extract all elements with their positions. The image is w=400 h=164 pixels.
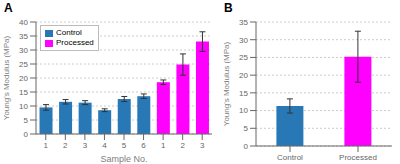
svg-text:Processed: Processed (339, 153, 377, 162)
svg-text:2: 2 (180, 141, 185, 150)
svg-text:25: 25 (239, 53, 248, 62)
svg-text:3: 3 (200, 141, 205, 150)
svg-text:Young's Modulus (MPa): Young's Modulus (MPa) (8, 35, 11, 120)
svg-text:5: 5 (122, 141, 127, 150)
svg-text:20: 20 (239, 71, 248, 80)
svg-text:1: 1 (44, 141, 49, 150)
html-text:B: B (224, 1, 233, 15)
svg-text:25: 25 (19, 60, 28, 69)
svg-text:0: 0 (24, 130, 29, 139)
svg-text:10: 10 (19, 102, 28, 111)
svg-text:35: 35 (239, 18, 248, 27)
svg-text:5: 5 (24, 116, 29, 125)
svg-text:20: 20 (19, 74, 28, 83)
svg-text:15: 15 (239, 89, 248, 98)
svg-text:1: 1 (161, 141, 166, 150)
svg-text:5: 5 (244, 124, 249, 133)
svg-text:30: 30 (239, 36, 248, 45)
svg-text:3: 3 (83, 141, 88, 150)
svg-text:Young's Modulus (MPa): Young's Modulus (MPa) (222, 41, 231, 126)
html-text:A: A (4, 1, 13, 15)
svg-text:0: 0 (244, 142, 249, 151)
svg-text:Sample No.: Sample No. (100, 154, 147, 164)
html-text:Control: Control (56, 28, 82, 37)
svg-text:Control: Control (277, 153, 303, 162)
svg-text:35: 35 (19, 32, 28, 41)
svg-text:30: 30 (19, 46, 28, 55)
svg-text:40: 40 (19, 18, 28, 27)
svg-text:4: 4 (102, 141, 107, 150)
svg-text:15: 15 (19, 88, 28, 97)
svg-text:10: 10 (239, 106, 248, 115)
svg-text:6: 6 (141, 141, 146, 150)
svg-text:2: 2 (63, 141, 68, 150)
html-text:Processed: Processed (56, 38, 94, 47)
